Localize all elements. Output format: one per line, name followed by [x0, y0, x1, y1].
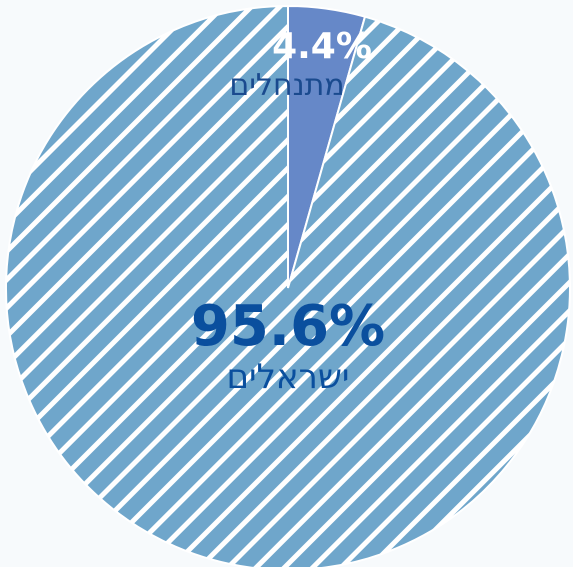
slice-value-label-israelis: 95.6%: [191, 294, 385, 359]
labels-layer: 95.6% ישראלים 4.4% מתנחלים: [191, 26, 385, 397]
slices-layer: [4, 4, 571, 567]
pie-slice-israelis: [4, 4, 571, 567]
slice-value-label-settlers: 4.4%: [272, 26, 372, 67]
slice-name-label-settlers: מתנחלים: [229, 68, 344, 103]
slice-name-label-israelis: ישראלים: [226, 357, 349, 397]
